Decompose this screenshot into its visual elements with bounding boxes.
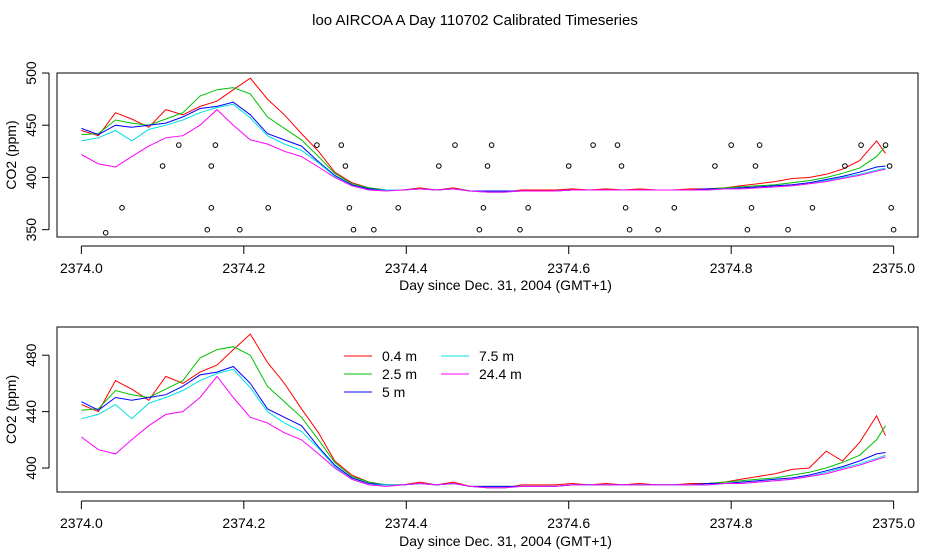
data-point <box>314 142 320 148</box>
data-point <box>176 142 182 148</box>
data-point <box>756 142 763 148</box>
data-point <box>395 205 402 211</box>
x-tick-label: 2374.4 <box>385 515 428 531</box>
data-point <box>744 226 751 233</box>
y-axis-title: CO2 (ppm) <box>3 120 19 189</box>
data-point <box>346 205 353 211</box>
legend-label: 24.4 m <box>479 366 522 382</box>
figure-title: loo AIRCOA A Day 110702 Calibrated Times… <box>312 12 638 29</box>
data-point <box>858 142 864 148</box>
data-point <box>842 163 848 169</box>
data-point <box>809 205 816 211</box>
data-point <box>785 226 791 233</box>
data-point <box>890 226 897 233</box>
data-point <box>342 163 349 169</box>
x-tick-label: 2375.0 <box>872 260 915 276</box>
x-tick-label: 2374.0 <box>60 515 103 531</box>
legend-label: 2.5 m <box>382 366 417 382</box>
data-point <box>484 163 491 169</box>
data-point <box>208 205 215 211</box>
x-tick-label: 2374.0 <box>60 260 103 276</box>
data-point <box>712 163 718 169</box>
data-point <box>882 142 889 148</box>
data-point <box>208 163 215 169</box>
y-tick-label: 350 <box>23 218 39 242</box>
data-point <box>626 226 633 233</box>
x-tick-label: 2374.6 <box>547 515 590 531</box>
legend-label: 5 m <box>382 384 405 400</box>
plot-frame <box>56 72 919 238</box>
data-point <box>517 226 523 233</box>
data-point <box>655 226 661 233</box>
data-point <box>371 226 377 233</box>
series-line-24-4-mm <box>81 375 886 489</box>
data-point <box>476 226 483 233</box>
data-point <box>212 142 219 148</box>
series-line-5-mm <box>81 101 886 192</box>
series-line-5-mm <box>81 365 886 487</box>
plot-area <box>81 333 886 489</box>
y-tick-label: 450 <box>23 113 39 137</box>
series-line-24-4-mm <box>81 108 886 193</box>
data-point <box>886 163 893 169</box>
data-point <box>338 142 345 148</box>
x-tick-label: 2374.8 <box>710 260 753 276</box>
data-point <box>748 205 755 211</box>
x-tick-label: 2374.8 <box>710 515 753 531</box>
chart-panel-top: 2374.0 2374.2 2374.4 2374.6 2374.8 2375.0 Day … <box>3 61 919 293</box>
data-point <box>265 205 272 211</box>
legend-label: 0.4 m <box>382 348 417 364</box>
series-line-7-5-mm <box>81 103 886 193</box>
data-point <box>618 163 625 169</box>
data-point <box>728 142 735 148</box>
series-line-7-5-mm <box>81 368 886 489</box>
data-point <box>488 142 495 148</box>
data-point <box>480 205 487 211</box>
y-tick-label: 480 <box>23 343 39 367</box>
data-point <box>752 163 759 169</box>
y-axis-title: CO2 (ppm) <box>3 375 19 444</box>
x-axis-title: Day since Dec. 31, 2004 (GMT+1) <box>399 277 612 293</box>
series-line-2-5-mm <box>81 87 886 192</box>
data-point <box>436 163 442 169</box>
y-tick-label: 440 <box>23 400 39 424</box>
data-point <box>237 226 243 233</box>
y-tick-label: 400 <box>23 456 39 480</box>
plot-area <box>81 77 897 236</box>
legend: 0.4 m 2.5 m 5 m 7.5 m 24.4 m <box>344 348 522 400</box>
x-tick-label: 2374.4 <box>385 260 428 276</box>
plot-frame <box>56 326 919 493</box>
chart-panel-bottom: 2374.0 2374.2 2374.4 2374.6 2374.8 2375.0 Day … <box>3 326 919 549</box>
data-point <box>452 142 458 148</box>
data-point <box>102 230 109 236</box>
x-tick-label: 2374.2 <box>222 515 265 531</box>
data-point <box>888 205 895 211</box>
x-tick-label: 2374.2 <box>222 260 265 276</box>
x-tick-label: 2374.6 <box>547 260 590 276</box>
data-point <box>622 205 629 211</box>
y-tick-label: 500 <box>23 61 39 85</box>
data-point <box>159 163 166 169</box>
data-point <box>614 142 621 148</box>
x-axis-title: Day since Dec. 31, 2004 (GMT+1) <box>399 533 612 549</box>
data-point <box>525 205 531 211</box>
data-point <box>565 163 572 169</box>
data-point <box>119 205 125 211</box>
data-point <box>590 142 596 148</box>
legend-label: 7.5 m <box>479 348 514 364</box>
data-point <box>350 226 357 233</box>
x-tick-label: 2375.0 <box>872 515 915 531</box>
data-point <box>204 226 211 233</box>
y-tick-label: 400 <box>23 166 39 190</box>
data-point <box>671 205 678 211</box>
